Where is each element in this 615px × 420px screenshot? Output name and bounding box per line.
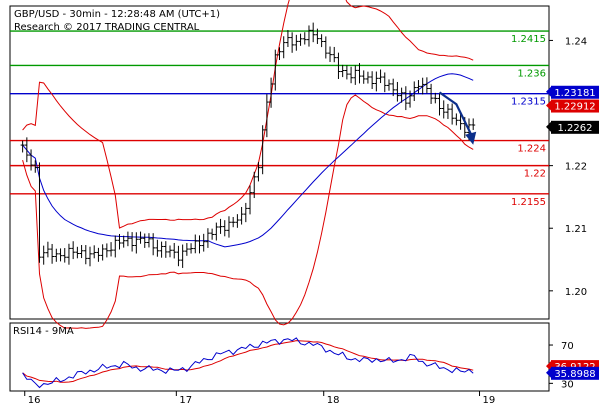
- price-box-2-bg: [551, 120, 599, 134]
- rsi-line: [22, 337, 474, 389]
- y-tick-label-4: 1.24: [565, 36, 587, 47]
- rsi-box-0-pointer: [546, 361, 551, 372]
- level-label-0: 1.2415: [511, 34, 546, 45]
- level-label-5: 1.2155: [511, 197, 546, 208]
- rsi-panel-frame: [9, 322, 550, 392]
- y-tick-label-2: 1.22: [565, 162, 587, 173]
- price-box-0-label: 1.23181: [554, 88, 595, 99]
- price-box-1-label: 1.22912: [554, 102, 595, 113]
- bollinger-lower-line: [22, 94, 474, 329]
- x-tick-label-2: 18: [327, 395, 340, 406]
- moving-average: [22, 73, 474, 248]
- chart-subtitle: Research © 2017 TRADING CENTRAL: [14, 22, 200, 33]
- forecast-arrow-line: [438, 91, 475, 140]
- rsi-panel-title: RSI14 - 9MA: [13, 326, 74, 337]
- level-label-3: 1.224: [517, 144, 546, 155]
- forecast-arrow: [438, 91, 477, 145]
- y-tick-label-1: 1.21: [565, 224, 587, 235]
- rsi-lines: [22, 337, 474, 389]
- rsi-y-tick-label-2: 70: [561, 341, 574, 352]
- chart-title: GBP/USD - 30min - 12:28:48 AM (UTC+1): [14, 9, 220, 20]
- price-box-0-bg: [551, 85, 599, 99]
- rsi-y-tick-label-0: 30: [561, 379, 574, 390]
- level-label-4: 1.22: [524, 169, 546, 180]
- price-box-1-pointer: [546, 100, 551, 111]
- rsi-box-1-bg: [551, 366, 599, 380]
- price-bars: [20, 22, 476, 268]
- x-tick-label-1: 17: [179, 395, 192, 406]
- forecast-arrow-head: [465, 131, 477, 145]
- bollinger-bands: [22, 0, 474, 329]
- price-box-2-label: 1.2262: [558, 123, 593, 134]
- bollinger-upper-line: [22, 0, 474, 229]
- x-tick-label-3: 19: [483, 395, 496, 406]
- y-tick-label-0: 1.20: [565, 287, 587, 298]
- rsi-box-1-label: 35.8988: [554, 369, 595, 380]
- support-resistance-levels: 1.2415 1.236 1.2315 1.224 1.22 1.2155: [10, 30, 549, 208]
- x-tick-label-0: 16: [28, 395, 41, 406]
- price-box-2-pointer: [546, 121, 551, 132]
- price-box-1-bg: [551, 99, 599, 113]
- level-label-1: 1.236: [517, 68, 546, 79]
- moving-average-line: [22, 73, 474, 248]
- level-label-2: 1.2315: [511, 97, 546, 108]
- rsi-box-1-pointer: [546, 367, 551, 378]
- price-box-0-pointer: [546, 86, 551, 97]
